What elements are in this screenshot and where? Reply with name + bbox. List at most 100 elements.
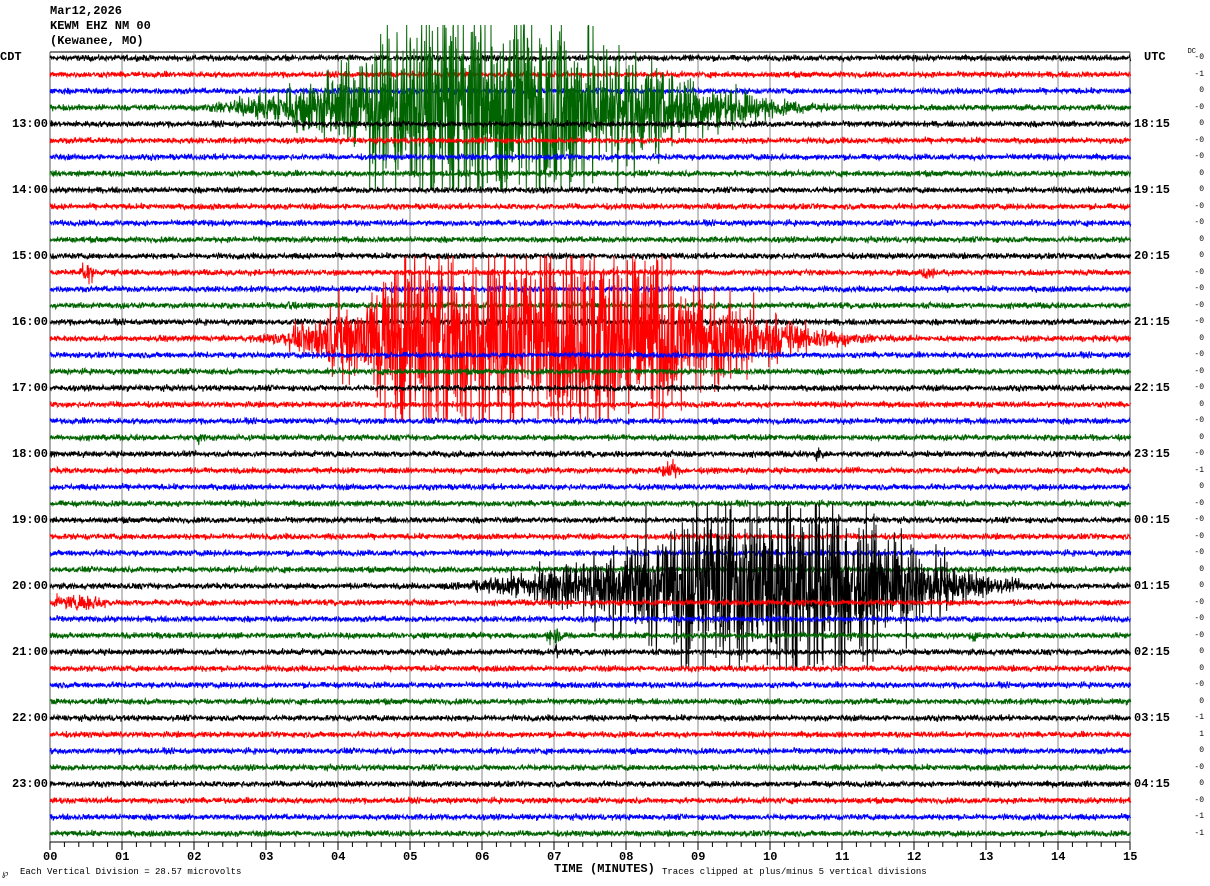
dc-offset-value: 1 [1199, 729, 1204, 739]
right-hour-label: 20:15 [1134, 249, 1171, 263]
seismic-trace [49, 135, 1132, 146]
dc-offset-value: -0 [1194, 350, 1204, 359]
dc-offset-value: -0 [1194, 630, 1204, 640]
seismic-trace [49, 349, 1132, 360]
seismic-trace [49, 829, 1132, 839]
dc-offset-value: -0 [1194, 218, 1204, 227]
date-label: Mar12,2026 [50, 4, 123, 18]
dc-offset-value: -0 [1194, 416, 1204, 425]
left-hour-label: 23:00 [12, 777, 49, 791]
seismic-trace [49, 217, 1132, 228]
seismic-trace [49, 185, 1132, 195]
seismic-trace [49, 762, 1132, 772]
dc-offset-value: -0 [1194, 300, 1204, 310]
left-timezone-label: CDT [0, 50, 22, 64]
seismic-trace [49, 482, 1132, 492]
dc-offset-value: 0 [1199, 119, 1204, 128]
dc-offset-value: 0 [1199, 432, 1204, 442]
dc-offset-value: 0 [1199, 185, 1204, 194]
right-hour-label: 23:15 [1134, 447, 1171, 461]
dc-offset-value: 0 [1199, 86, 1204, 95]
right-hour-label: 18:15 [1134, 117, 1171, 131]
seismic-trace [49, 498, 1132, 509]
seismic-trace [49, 729, 1132, 740]
left-hour-label: 20:00 [12, 579, 49, 593]
x-tick-label: 14 [1051, 850, 1066, 864]
seismic-trace [49, 679, 1132, 690]
seismic-trace [49, 119, 1132, 129]
dc-offset-value: -1 [1194, 713, 1204, 722]
station-label: KEWM EHZ NM 00 [50, 19, 151, 33]
seismic-trace [49, 664, 1132, 673]
dc-offset-value: 0 [1199, 482, 1204, 491]
left-hour-label: 17:00 [12, 381, 49, 395]
x-tick-label: 09 [691, 850, 706, 864]
right-hour-label: 00:15 [1134, 513, 1171, 527]
dc-offset-value: 0 [1199, 663, 1204, 673]
dc-offset-value: -0 [1194, 498, 1204, 508]
x-tick-label: 13 [979, 850, 994, 864]
dc-offset-value: -0 [1194, 531, 1204, 541]
right-hour-label: 04:15 [1134, 777, 1171, 791]
x-tick-label: 00 [43, 850, 58, 864]
left-hour-label: 22:00 [12, 711, 49, 725]
seismic-trace [49, 628, 1132, 646]
dc-offset-value: -0 [1194, 449, 1204, 458]
dc-offset-value: 0 [1199, 779, 1204, 788]
dc-offset-value: -0 [1194, 548, 1204, 557]
dc-offset-value: -1 [1194, 828, 1204, 838]
dc-offset-value: -0 [1194, 152, 1204, 161]
right-hour-label: 02:15 [1134, 645, 1171, 659]
x-tick-label: 12 [907, 850, 922, 864]
dc-offset-value: 0 [1199, 168, 1204, 178]
seismic-trace [49, 547, 1132, 559]
left-hour-label: 19:00 [12, 513, 49, 527]
seismic-trace [49, 696, 1132, 707]
seismic-trace [49, 593, 1131, 611]
seismic-trace [49, 168, 1132, 179]
seismic-trace [49, 235, 1132, 245]
location-label: (Kewanee, MO) [50, 34, 144, 48]
x-tick-label: 08 [619, 850, 634, 864]
seismic-trace [49, 458, 1132, 479]
x-tick-label: 11 [835, 850, 850, 864]
dc-offset-value: -0 [1194, 53, 1204, 62]
seismic-trace [49, 795, 1132, 806]
x-tick-label: 15 [1123, 850, 1138, 864]
dc-offset-value: -0 [1194, 366, 1204, 376]
right-hour-label: 01:15 [1134, 579, 1171, 593]
dc-offset-value: 0 [1199, 399, 1204, 409]
right-hour-label: 21:15 [1134, 315, 1171, 329]
seismic-trace [49, 447, 1132, 462]
dc-offset-value: 0 [1199, 234, 1204, 244]
seismic-trace [49, 316, 1132, 327]
x-tick-label: 07 [547, 850, 562, 864]
left-hour-label: 18:00 [12, 447, 49, 461]
seismic-trace [49, 151, 1132, 163]
seismic-trace [49, 643, 1132, 659]
seismic-trace [49, 24, 1132, 191]
dc-offset-value: -1 [1194, 69, 1204, 79]
seismic-trace [49, 251, 1132, 261]
dc-offset-value: 0 [1199, 581, 1204, 590]
dc-offset-value: -0 [1194, 680, 1204, 689]
dc-offset-value: -0 [1194, 515, 1204, 524]
x-tick-label: 10 [763, 850, 778, 864]
dc-offset-value: 0 [1199, 746, 1204, 755]
x-tick-label: 03 [259, 850, 274, 864]
seismic-trace [49, 300, 1132, 311]
seismic-trace [49, 503, 1132, 669]
left-hour-label: 16:00 [12, 315, 49, 329]
seismic-trace [49, 713, 1132, 723]
dc-offset-value: -0 [1194, 795, 1204, 805]
dc-offset-value: 0 [1199, 251, 1204, 260]
seismic-trace [49, 201, 1131, 212]
right-timezone-label: UTC [1144, 50, 1166, 64]
left-hour-label: 14:00 [12, 183, 49, 197]
dc-offset-value: -1 [1194, 465, 1204, 475]
x-tick-label: 05 [403, 850, 418, 864]
x-tick-label: 06 [475, 850, 490, 864]
seismic-trace [49, 812, 1132, 822]
x-tick-label: 04 [331, 850, 346, 864]
